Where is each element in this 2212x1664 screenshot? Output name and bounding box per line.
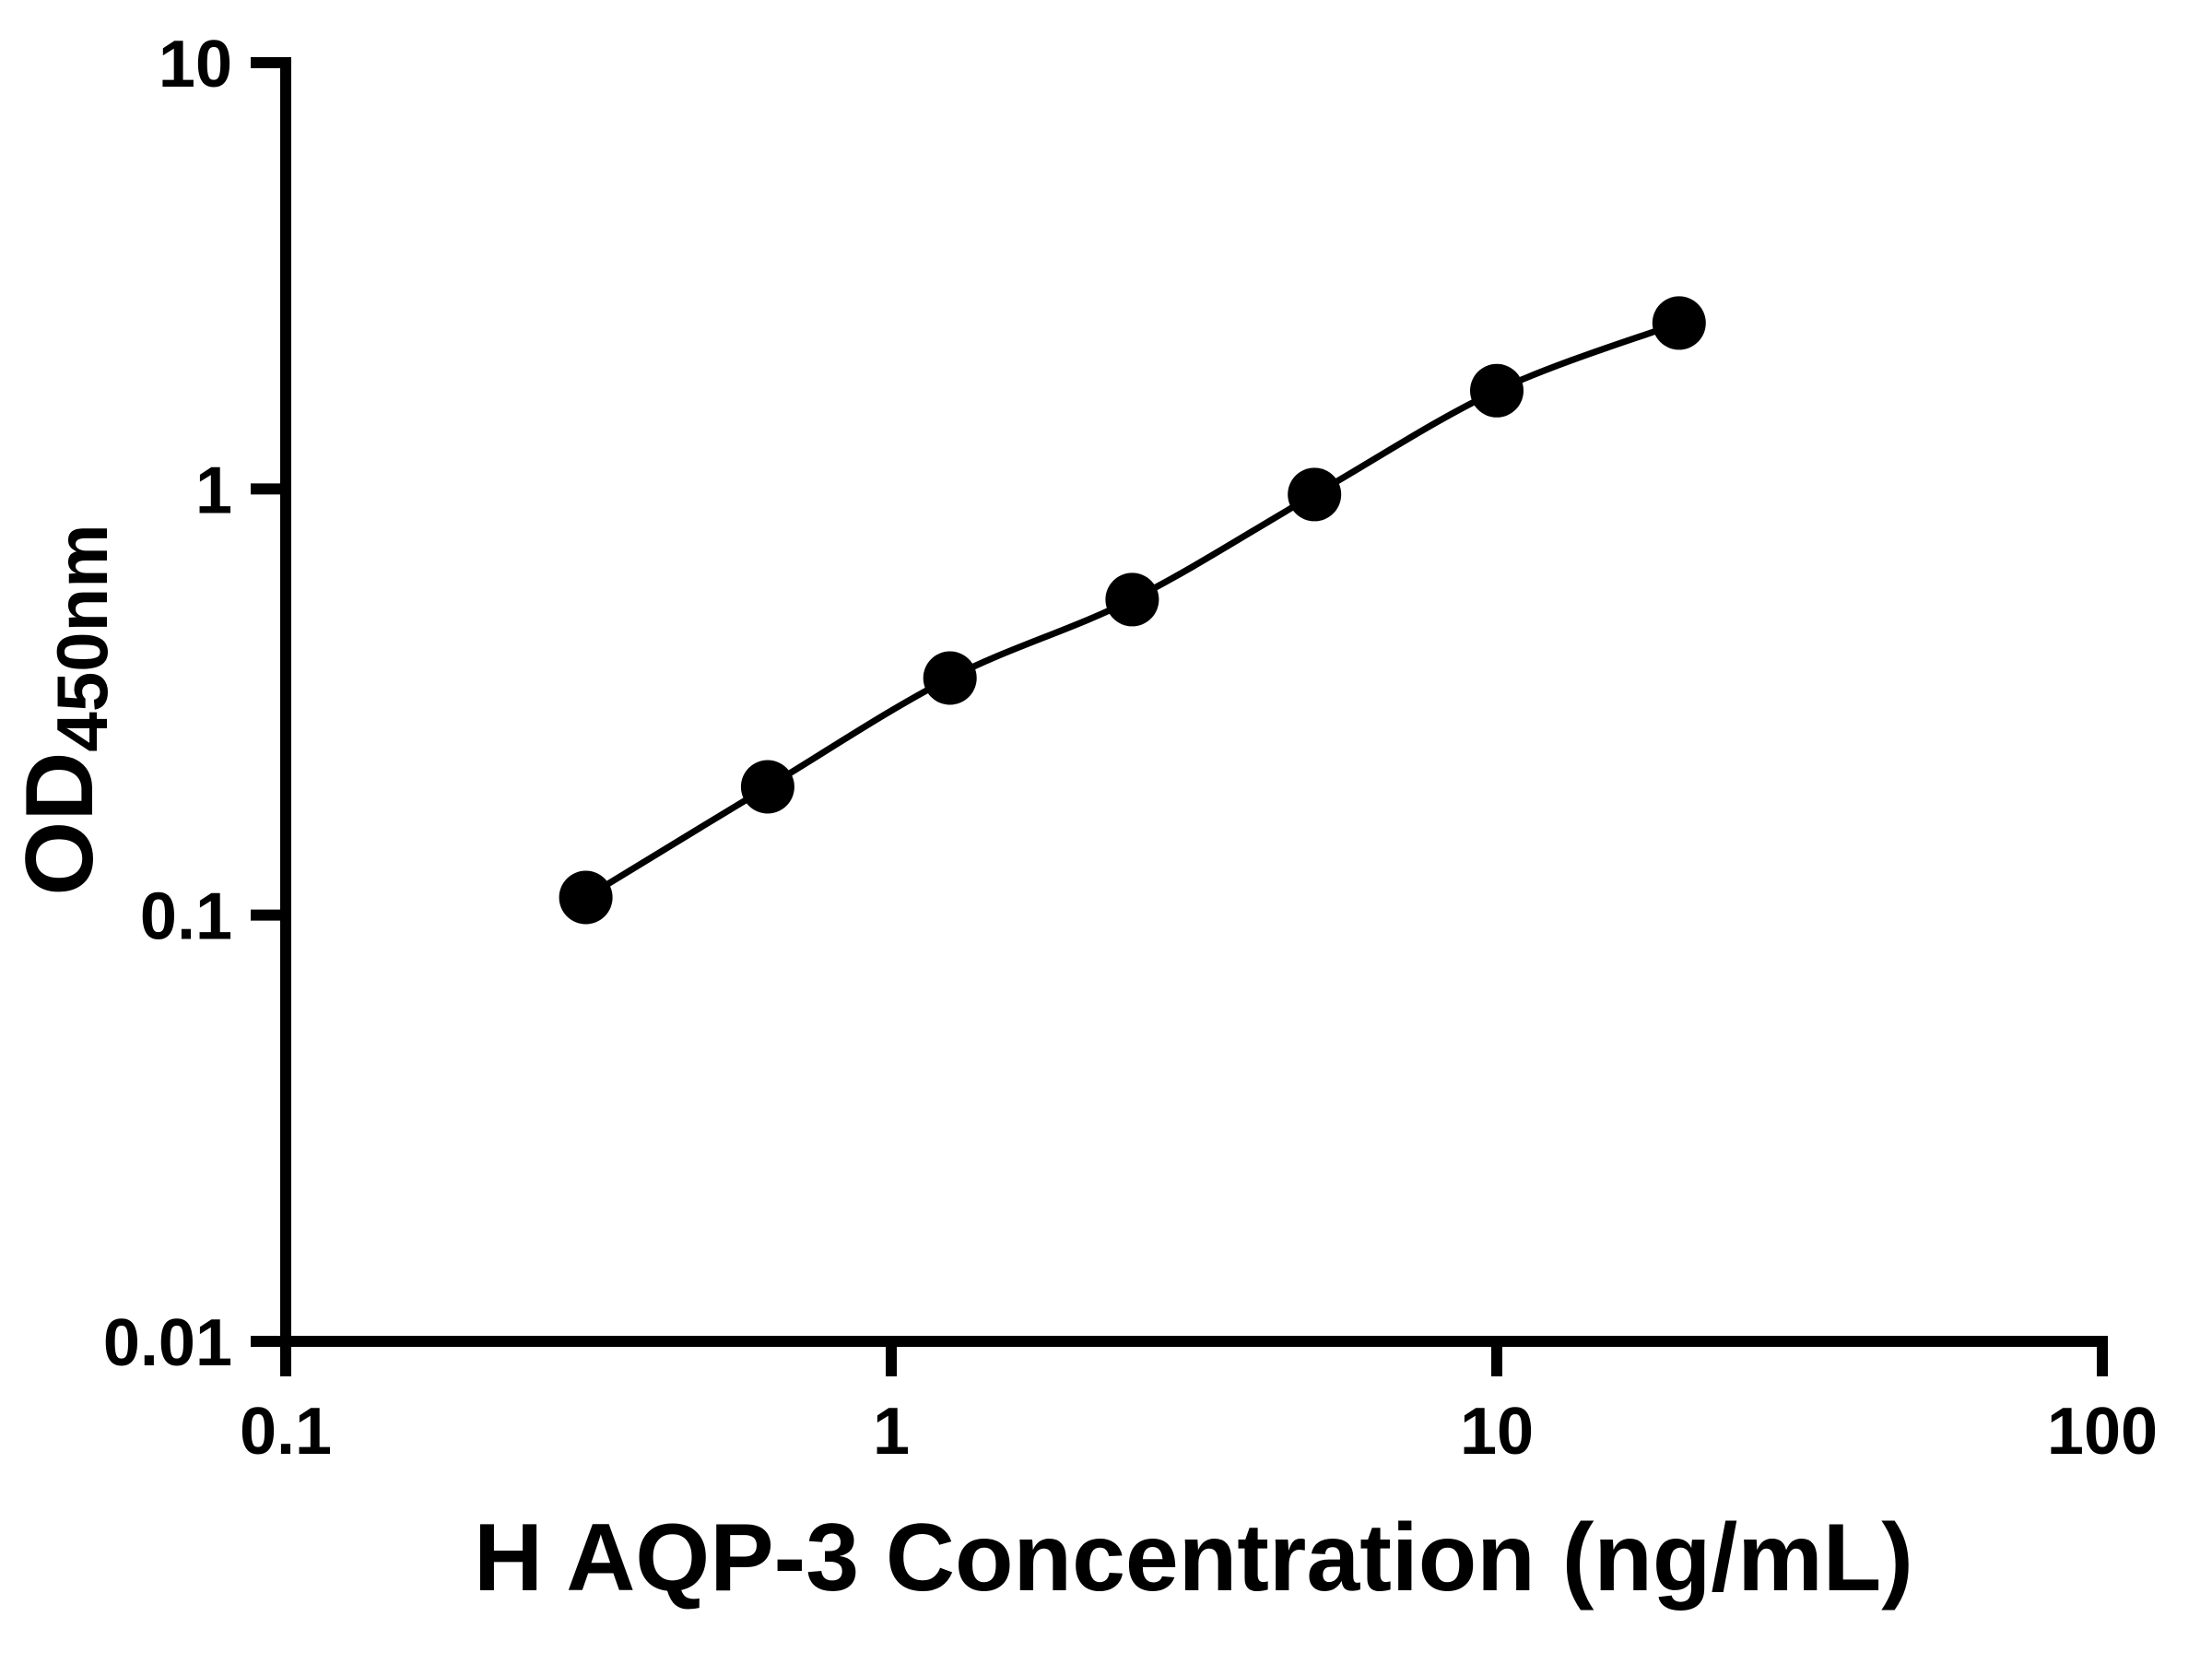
x-axis-tick-label: 100 [2047, 1395, 2158, 1469]
y-axis-tick-label: 10 [159, 28, 232, 101]
y-axis-tick-label: 1 [195, 454, 232, 527]
data-point-marker [559, 870, 613, 925]
data-point-marker [1288, 467, 1342, 522]
data-points [559, 296, 1706, 925]
y-axis-tick-label: 0.1 [140, 880, 232, 954]
y-axis-tick-label: 0.01 [103, 1306, 232, 1380]
axes [280, 57, 2108, 1347]
y-axis-title: OD450nm [6, 524, 123, 895]
data-point-marker [923, 651, 977, 705]
axis-ticks [251, 57, 2108, 1376]
data-point-marker [740, 760, 794, 814]
axis-spines [280, 57, 2108, 1347]
x-axis-tick-label: 0.1 [240, 1395, 332, 1469]
x-axis-tick-label: 1 [873, 1395, 910, 1469]
data-point-marker [1105, 572, 1159, 627]
data-point-marker [1470, 363, 1524, 418]
y-axis-title-main: OD [6, 752, 113, 896]
y-axis-title-subscript: 450nm [41, 524, 123, 751]
x-axis-title: H AQP-3 Concentration (ng/mL) [474, 1505, 1913, 1611]
x-axis-tick-label: 10 [1460, 1395, 1534, 1469]
data-point-marker [1652, 296, 1706, 350]
